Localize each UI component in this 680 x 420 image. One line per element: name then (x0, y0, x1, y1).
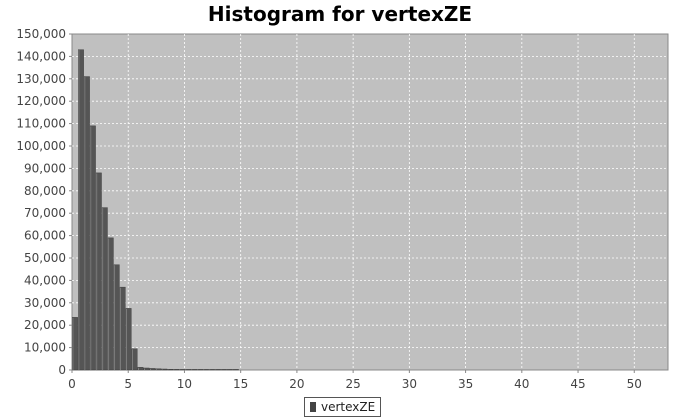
x-tick-label: 15 (233, 377, 248, 391)
histogram-bar (72, 317, 78, 371)
y-tick-label: 50,000 (24, 251, 66, 265)
histogram-bar (89, 125, 96, 371)
y-tick-label: 110,000 (16, 117, 66, 131)
histogram-bar (173, 369, 180, 371)
y-tick-label: 70,000 (24, 206, 66, 220)
histogram-bar (84, 76, 90, 371)
histogram-bar (221, 369, 227, 371)
y-axis: 0 10,000 20,000 30,000 40,000 50,000 60,000 70,… (16, 27, 72, 377)
x-tick-label: 50 (627, 377, 642, 391)
histogram-bar (209, 369, 215, 371)
chart-title: Histogram for vertexZE (207, 2, 473, 26)
histogram-bar (78, 49, 84, 371)
histogram-bar (101, 207, 108, 371)
x-axis: 0 5 10 15 20 25 30 35 40 45 50 (68, 370, 642, 391)
y-tick-label: 10,000 (24, 341, 66, 355)
histogram-bar (161, 368, 168, 371)
histogram-bar (131, 348, 138, 371)
y-tick-label: 30,000 (24, 296, 66, 310)
x-tick-label: 35 (458, 377, 473, 391)
legend-swatch (310, 402, 316, 412)
histogram-bar (95, 172, 102, 371)
x-tick-label: 30 (402, 377, 417, 391)
histogram-bar (215, 369, 221, 371)
histogram-bar (191, 369, 198, 371)
histogram-bar (155, 368, 162, 371)
histogram-bar (149, 368, 156, 371)
histogram-bar (119, 286, 126, 371)
y-tick-label: 40,000 (24, 273, 66, 287)
histogram-bar (113, 264, 120, 371)
x-tick-label: 20 (289, 377, 304, 391)
x-tick-label: 40 (514, 377, 529, 391)
histogram-bar (197, 369, 204, 371)
x-tick-label: 45 (570, 377, 585, 391)
histogram-bar (167, 369, 174, 371)
x-tick-label: 25 (345, 377, 360, 391)
legend: vertexZE (304, 397, 382, 417)
histogram-bar (107, 237, 114, 371)
histogram-bar (179, 369, 186, 371)
grid-lines (72, 34, 668, 370)
x-tick-label: 0 (68, 377, 76, 391)
legend-label: vertexZE (321, 400, 376, 414)
histogram-bar (137, 367, 144, 371)
y-tick-label: 150,000 (16, 27, 66, 41)
y-tick-label: 60,000 (24, 229, 66, 243)
histogram-bar (143, 367, 150, 371)
y-tick-label: 80,000 (24, 184, 66, 198)
y-tick-label: 120,000 (16, 94, 66, 108)
histogram-bar (185, 369, 192, 371)
x-tick-label: 10 (177, 377, 192, 391)
y-tick-label: 90,000 (24, 161, 66, 175)
y-tick-label: 20,000 (24, 318, 66, 332)
y-tick-label: 140,000 (16, 49, 66, 63)
plot-area (71, 33, 669, 371)
histogram-bar (227, 369, 233, 371)
histogram-bar (233, 369, 239, 371)
y-tick-label: 100,000 (16, 139, 66, 153)
bars (72, 49, 239, 371)
y-tick-label: 0 (58, 363, 66, 377)
histogram-bar (203, 369, 209, 371)
y-tick-label: 130,000 (16, 72, 66, 86)
x-tick-label: 5 (124, 377, 132, 391)
